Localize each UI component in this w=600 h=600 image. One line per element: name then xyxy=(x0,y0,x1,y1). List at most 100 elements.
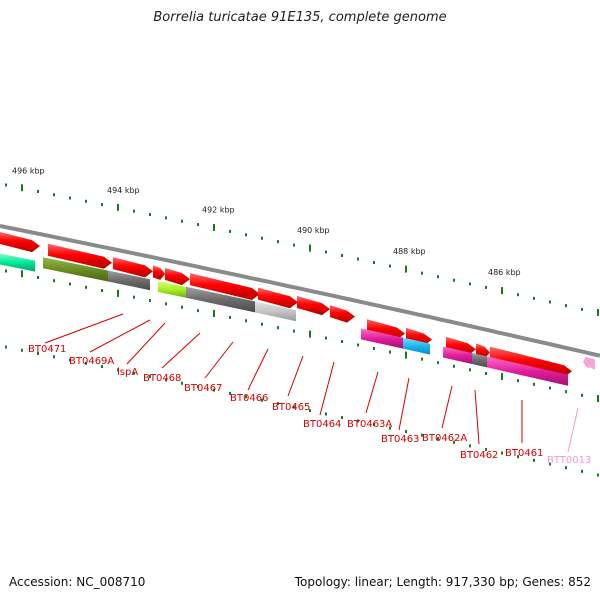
ruler-tick xyxy=(293,405,295,409)
ruler-tick xyxy=(21,348,23,352)
ruler-tick xyxy=(181,381,183,385)
gene-label-bt0467[interactable]: BT0467 xyxy=(184,383,222,394)
ruler-tick xyxy=(117,368,119,372)
callout-line xyxy=(247,348,269,391)
gene-arrow xyxy=(0,232,40,253)
gene-label-btt0013[interactable]: BTT0013 xyxy=(547,455,591,466)
callout-line xyxy=(441,385,453,429)
gene-block xyxy=(361,328,403,349)
gene-label-bt0463[interactable]: BT0463 xyxy=(381,434,419,445)
ruler-tick xyxy=(53,355,55,359)
genome-summary-text: Topology: linear; Length: 917,330 bp; Ge… xyxy=(294,575,591,589)
ruler-tick xyxy=(213,388,215,392)
gene-arrow xyxy=(48,243,112,269)
gene-block xyxy=(43,257,108,282)
ruler-tick xyxy=(485,447,487,451)
ruler-tick xyxy=(549,300,551,304)
gene-label-bt0465[interactable]: BT0465 xyxy=(272,402,310,413)
ruler-tick xyxy=(5,269,7,273)
gene-arrow xyxy=(330,305,355,323)
gene-label-bt0471[interactable]: BT0471 xyxy=(28,344,66,355)
map-title: Borrelia turicatae 91E135, complete geno… xyxy=(153,10,447,25)
ruler-tick xyxy=(5,345,7,349)
ruler-tick xyxy=(325,412,327,416)
ruler-tick xyxy=(357,343,359,347)
ruler-tick xyxy=(197,223,199,227)
ruler-label: 490 kbp xyxy=(297,226,330,235)
ruler-tick xyxy=(37,275,39,279)
gene-features xyxy=(0,232,595,386)
gene-block xyxy=(472,353,487,368)
gene-arrow xyxy=(367,319,405,340)
ruler-tick xyxy=(197,309,199,313)
gene-arrow xyxy=(190,273,260,300)
ruler-tick xyxy=(469,444,471,448)
ruler-tick xyxy=(85,361,87,365)
ruler-tick xyxy=(517,379,519,383)
ruler-ticks: 496 kbp 494 kbp 492 kbp 490 kbp 488 kbp 486 k… xyxy=(5,166,599,477)
ruler-tick xyxy=(181,219,183,223)
ruler-tick xyxy=(133,371,135,375)
ruler-tick xyxy=(437,275,439,279)
gene-label-bt0468[interactable]: BT0468 xyxy=(143,373,181,384)
ruler-tick xyxy=(501,373,503,381)
ruler-tick xyxy=(165,302,167,306)
ruler-tick xyxy=(421,271,423,275)
ruler-label: 492 kbp xyxy=(202,206,235,215)
ruler-tick xyxy=(293,243,295,247)
ruler-tick xyxy=(581,307,583,311)
callout-line xyxy=(126,322,166,365)
ruler-tick xyxy=(229,315,231,319)
backbone-line xyxy=(0,224,600,358)
ruler-tick xyxy=(597,473,599,477)
gene-block xyxy=(158,280,186,298)
ruler-tick xyxy=(21,270,23,278)
ruler-label: 486 kbp xyxy=(488,268,521,277)
callout-line xyxy=(287,355,304,397)
callout-line xyxy=(204,341,234,379)
ruler-tick xyxy=(101,289,103,293)
ruler-tick xyxy=(357,257,359,261)
ruler-tick xyxy=(549,462,551,466)
ruler-tick xyxy=(341,254,343,258)
gene-label-lspa[interactable]: lspA xyxy=(117,367,138,378)
ruler-tick xyxy=(229,391,231,395)
ruler-tick xyxy=(597,309,599,317)
ruler-tick xyxy=(533,296,535,300)
ruler-tick xyxy=(357,419,359,423)
gene-block xyxy=(403,337,430,355)
callout-line xyxy=(398,377,410,431)
gene-arrow xyxy=(113,257,153,278)
ruler-tick xyxy=(405,265,407,273)
ruler-tick xyxy=(213,309,215,317)
ruler-tick xyxy=(309,409,311,413)
gene-label-bt0463a[interactable]: BT0463A xyxy=(347,419,392,430)
ruler-tick xyxy=(101,203,103,207)
gene-label-bt0464[interactable]: BT0464 xyxy=(303,419,341,430)
gene-label-bt0462[interactable]: BT0462 xyxy=(460,450,498,461)
ruler-tick xyxy=(197,385,199,389)
ruler-tick xyxy=(533,382,535,386)
ruler-tick xyxy=(389,350,391,354)
ruler-tick xyxy=(277,402,279,406)
ruler-tick xyxy=(101,365,103,369)
gene-block xyxy=(255,301,296,322)
gene-label-bt0469a[interactable]: BT0469A xyxy=(69,356,114,367)
ruler-tick xyxy=(373,261,375,265)
ruler-tick xyxy=(277,326,279,330)
gene-label-bt0466[interactable]: BT0466 xyxy=(230,393,268,404)
ruler-tick xyxy=(453,364,455,368)
ruler-tick xyxy=(501,287,503,295)
gene-label-bt0462a[interactable]: BT0462A xyxy=(422,433,467,444)
ruler-tick xyxy=(229,229,231,233)
ruler-tick xyxy=(245,395,247,399)
ruler-tick xyxy=(421,357,423,361)
ruler-tick xyxy=(165,216,167,220)
gene-label-bt0461[interactable]: BT0461 xyxy=(505,448,543,459)
ruler-tick xyxy=(389,426,391,430)
ruler-tick xyxy=(117,203,119,211)
gene-block xyxy=(108,270,150,291)
ruler-tick xyxy=(549,386,551,390)
gene-arrow xyxy=(583,356,590,369)
